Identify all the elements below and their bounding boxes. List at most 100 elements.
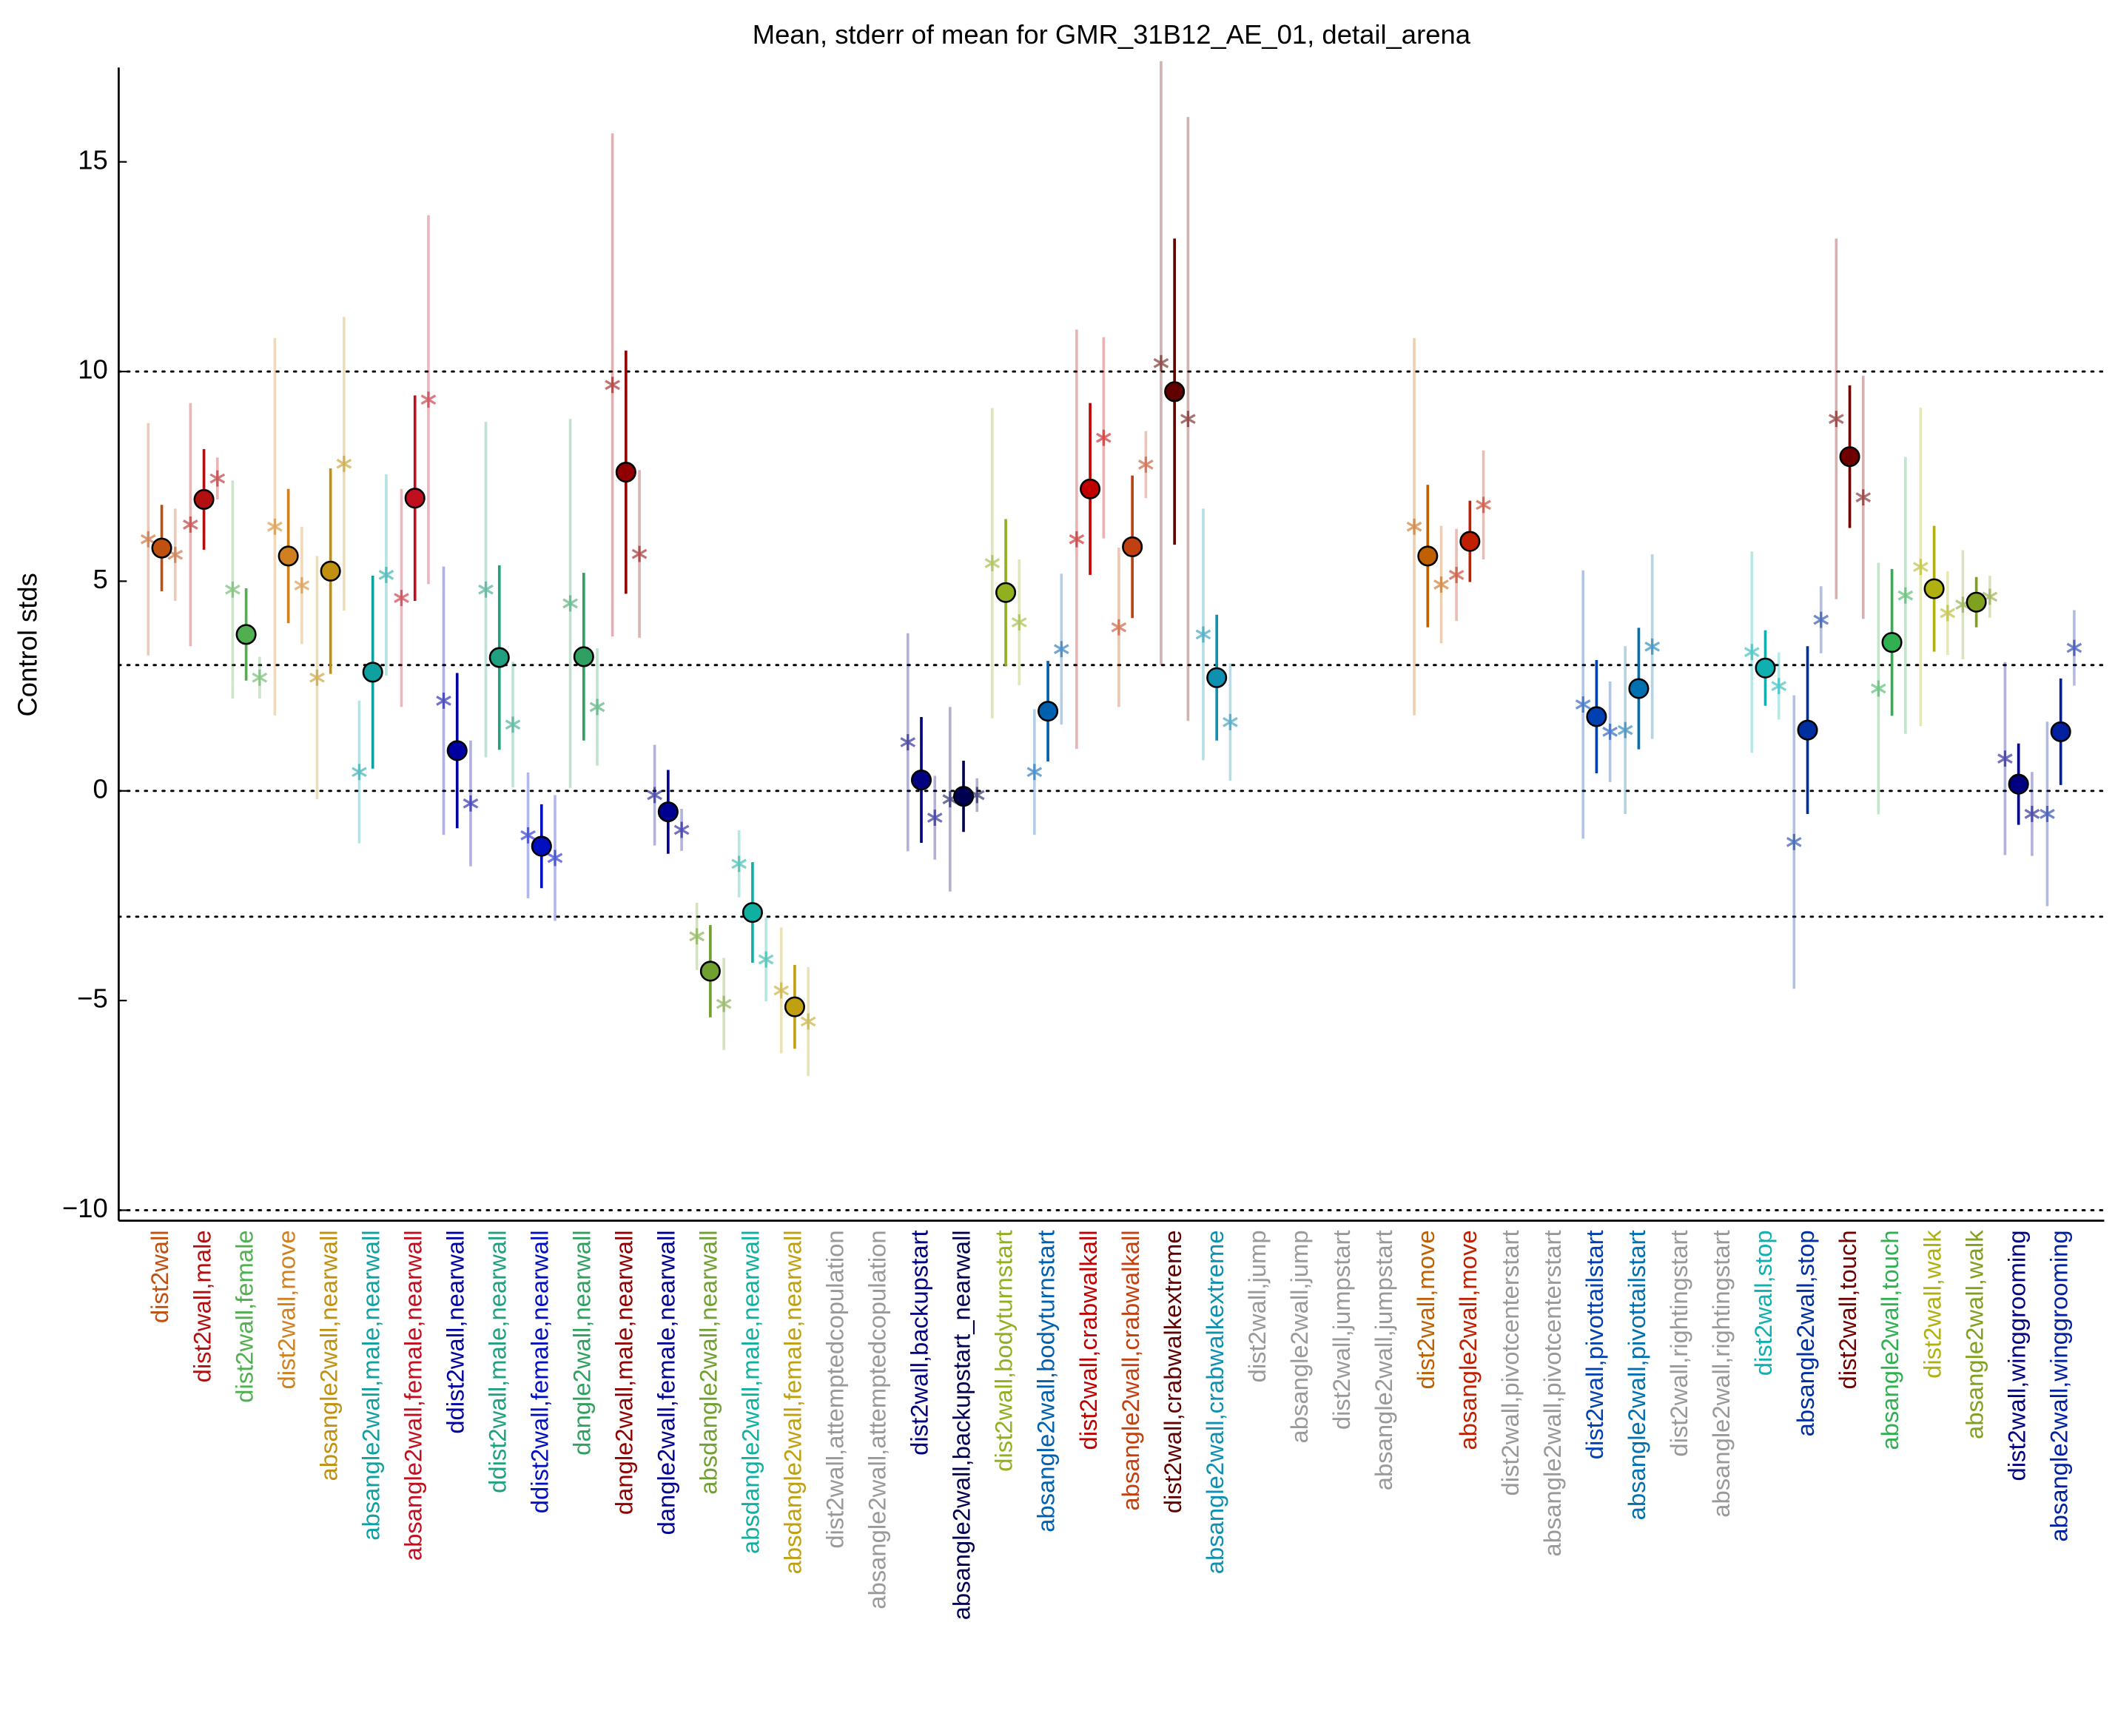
male-marker (478, 581, 494, 598)
mean-marker (531, 835, 552, 857)
x-tick-label: dist2wall,attemptedcopulation (821, 1230, 849, 1548)
mean-marker (2008, 773, 2029, 795)
y-tick-label: −10 (62, 1193, 108, 1223)
x-tick-label: dist2wall,winggrooming (2003, 1230, 2030, 1481)
female-marker (294, 577, 310, 594)
female-marker (1602, 723, 1618, 740)
male-marker (309, 669, 325, 686)
male-marker (1913, 559, 1929, 576)
x-tick-label: absangle2wall,pivottailstart (1623, 1230, 1650, 1520)
mean-marker (995, 582, 1017, 603)
female-marker (1897, 587, 1914, 604)
x-tick-label: absangle2wall,female,nearwall (399, 1230, 426, 1561)
x-tick-label: dist2wall (146, 1230, 173, 1323)
mean-marker (1459, 531, 1481, 552)
x-tick-label: absangle2wall,rightingstart (1707, 1230, 1735, 1517)
x-tick-label: absangle2wall,winggrooming (2045, 1230, 2072, 1541)
x-tick-label: absangle2wall,crabwalkall (1117, 1230, 1144, 1510)
chart-title: Mean, stderr of mean for GMR_31B12_AE_01… (753, 19, 1471, 50)
x-tick-label: dist2wall,female (230, 1230, 258, 1402)
mean-marker (784, 996, 805, 1017)
x-tick-label: dist2wall,crabwalkall (1075, 1230, 1102, 1450)
female-marker (927, 810, 943, 826)
x-tick-label: dangle2wall,male,nearwall (611, 1230, 638, 1515)
male-marker (1448, 566, 1465, 583)
mean-marker (235, 624, 257, 645)
female-marker (1138, 456, 1154, 473)
x-tick-label: absangle2wall,attemptedcopulation (864, 1230, 891, 1609)
x-tick-label: dist2wall,move (1412, 1230, 1439, 1389)
x-tick-label: absangle2wall,pivotcenterstart (1539, 1230, 1566, 1556)
male-marker (520, 827, 536, 844)
mean-marker (1797, 719, 1818, 741)
x-tick-label: dist2wall,bodyturnstart (990, 1230, 1018, 1471)
female-marker (336, 455, 352, 472)
male-marker (352, 764, 367, 781)
female-marker (716, 995, 732, 1012)
x-tick-label: dangle2wall,nearwall (568, 1230, 595, 1455)
x-tick-label: dist2wall,rightingstart (1665, 1230, 1692, 1456)
mean-marker (404, 488, 426, 509)
male-marker (1111, 619, 1127, 636)
female-marker (378, 566, 394, 583)
female-marker (463, 795, 479, 812)
x-tick-label: absangle2wall,nearwall (315, 1230, 342, 1481)
female-marker (1855, 489, 1872, 506)
mean-marker (446, 740, 468, 761)
male-marker (1828, 411, 1844, 428)
mean-marker (1839, 446, 1860, 468)
x-tick-label: absdangle2wall,female,nearwall (779, 1230, 807, 1574)
male-marker (1997, 750, 2013, 767)
female-marker (1476, 497, 1491, 514)
female-marker (589, 699, 605, 716)
x-tick-label: ddist2wall,female,nearwall (525, 1230, 553, 1513)
male-marker (1153, 354, 1169, 371)
x-tick-label: absangle2wall,bodyturnstart (1032, 1230, 1060, 1532)
x-tick-label: dist2wall,male (188, 1230, 215, 1382)
male-marker (225, 581, 241, 598)
mean-marker (1923, 578, 1945, 599)
mean-marker (1164, 381, 1186, 403)
female-marker (1813, 611, 1829, 628)
mean-marker (362, 662, 383, 683)
y-tick-label: 15 (78, 144, 108, 175)
mean-marker (742, 902, 763, 923)
mean-marker (1755, 657, 1776, 679)
mean-marker (2050, 721, 2071, 742)
x-tick-label: absangle2wall,stop (1792, 1230, 1819, 1436)
x-tick-label: absdangle2wall,nearwall (695, 1230, 722, 1494)
x-tick-label: absangle2wall,male,nearwall (357, 1230, 384, 1540)
mean-marker (1417, 545, 1439, 567)
mean-marker (1966, 591, 1987, 613)
male-marker (773, 982, 790, 999)
male-marker (1575, 696, 1591, 713)
x-tick-label: dist2wall,jumpstart (1328, 1230, 1355, 1430)
x-tick-label: dist2wall,pivottailstart (1581, 1230, 1608, 1459)
x-tick-label: dist2wall,stop (1749, 1230, 1777, 1376)
female-marker (2024, 806, 2040, 822)
female-marker (209, 470, 226, 487)
mean-marker (1881, 632, 1903, 653)
male-marker (647, 787, 662, 804)
x-tick-label: ddist2wall,male,nearwall (483, 1230, 511, 1493)
female-marker (673, 821, 690, 838)
male-marker (731, 855, 747, 872)
mean-marker (1628, 678, 1650, 699)
x-tick-label: dist2wall,crabwalkextreme (1159, 1230, 1186, 1513)
male-marker (2040, 806, 2055, 822)
female-marker (1223, 713, 1238, 730)
male-marker (984, 555, 1001, 571)
y-tick-label: −5 (77, 983, 108, 1014)
x-tick-label: dist2wall,move (272, 1230, 300, 1389)
male-marker (1406, 518, 1422, 535)
y-tick-label: 10 (78, 354, 108, 385)
female-marker (547, 850, 563, 867)
x-tick-label: absangle2wall,crabwalkextreme (1201, 1230, 1228, 1574)
x-tick-label: absangle2wall,walk (1960, 1230, 1988, 1439)
mean-marker (1586, 706, 1607, 727)
x-tick-label: dangle2wall,female,nearwall (653, 1230, 680, 1535)
male-marker (1069, 531, 1085, 548)
mean-marker (151, 537, 172, 559)
male-marker (1871, 680, 1886, 697)
male-marker (1617, 721, 1633, 739)
